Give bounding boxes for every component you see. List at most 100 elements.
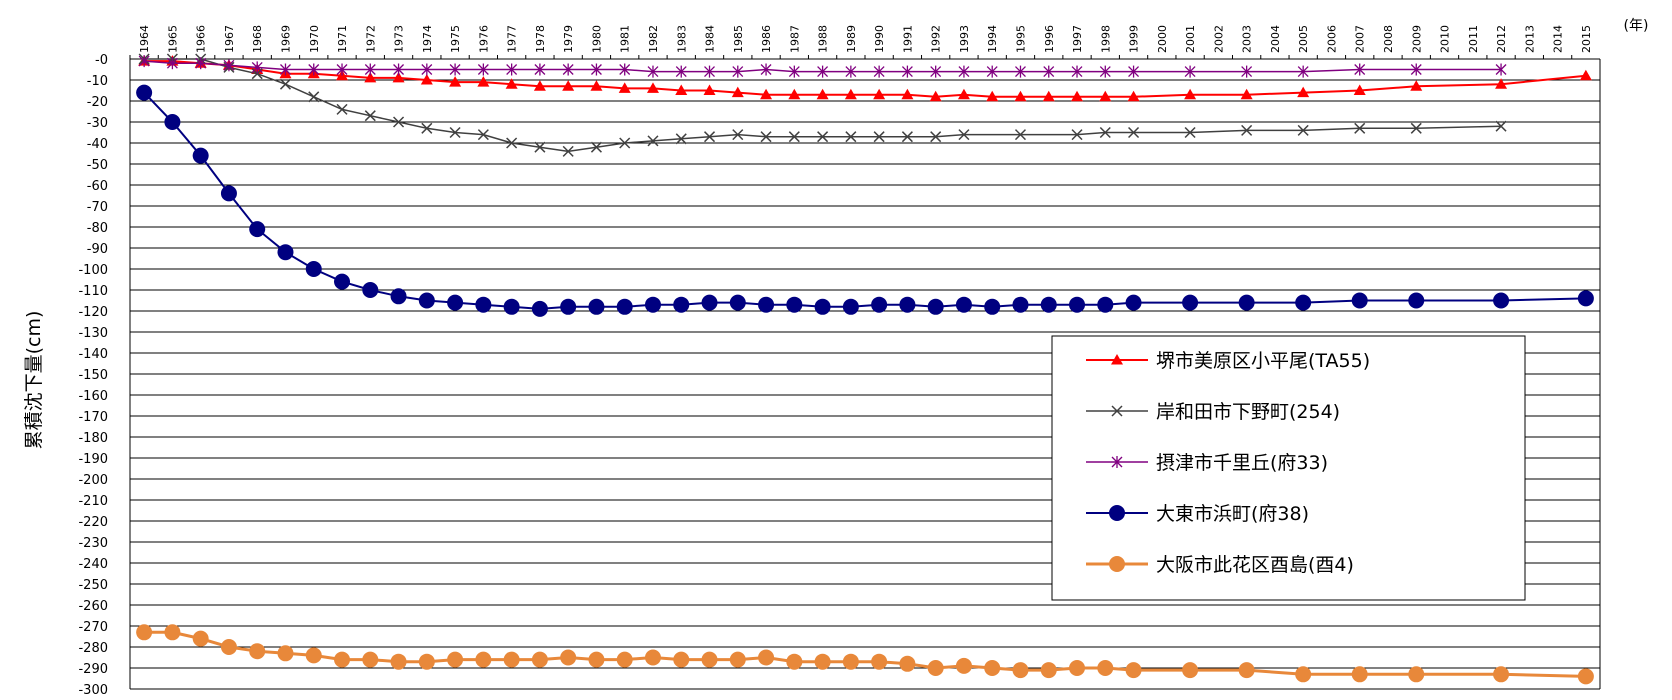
data-point (616, 298, 633, 315)
x-tick-label: 1972 (364, 25, 377, 53)
data-point (955, 296, 972, 313)
data-point (364, 110, 376, 122)
data-point (1241, 124, 1253, 136)
data-point (619, 63, 631, 76)
data-point (1071, 129, 1083, 141)
data-point (675, 65, 687, 78)
data-point (986, 90, 999, 102)
legend-marker (1111, 354, 1123, 365)
data-point (731, 86, 744, 98)
data-point (136, 624, 153, 641)
data-point (930, 65, 942, 78)
data-point (816, 88, 829, 100)
legend-label: 摂津市千里丘(府33) (1156, 452, 1328, 474)
data-point (390, 653, 407, 670)
series-0 (138, 55, 1592, 102)
series-layer (136, 53, 1594, 685)
x-tick-label: 1993 (958, 25, 971, 53)
y-tick-label: -40 (87, 137, 108, 152)
y-tick-label: -80 (87, 221, 108, 236)
data-point (590, 141, 602, 153)
x-tick-label: 1997 (1071, 25, 1084, 53)
data-point (560, 298, 577, 315)
data-point (560, 649, 577, 666)
data-point (1071, 90, 1084, 102)
data-point (1040, 662, 1057, 679)
data-point (845, 65, 857, 78)
series-1 (138, 53, 1507, 157)
data-point (619, 137, 631, 149)
data-point (393, 116, 405, 128)
data-point (1097, 296, 1114, 313)
data-point (1069, 660, 1086, 676)
data-point (506, 137, 518, 149)
x-tick-label: 2001 (1184, 25, 1197, 53)
x-tick-label: 1998 (1099, 25, 1112, 53)
legend-marker (1109, 556, 1125, 572)
data-point (957, 88, 970, 100)
data-point (562, 63, 574, 76)
data-point (1099, 65, 1111, 78)
data-point (618, 82, 631, 93)
data-point (280, 63, 291, 76)
legend-item: 堺市美原区小平尾(TA55) (1086, 350, 1370, 372)
x-tick-label: 1977 (506, 25, 519, 53)
data-point (562, 145, 574, 157)
data-point (873, 88, 886, 100)
x-tick-label: 1990 (873, 25, 886, 53)
x-tick-label: 1999 (1128, 25, 1141, 53)
legend-item: 摂津市千里丘(府33) (1086, 452, 1328, 474)
data-point (1410, 80, 1423, 91)
data-point (1097, 660, 1114, 676)
data-point (899, 296, 916, 313)
data-point (703, 84, 716, 95)
data-point (277, 645, 294, 662)
data-point (1125, 662, 1142, 679)
x-tick-label: 2004 (1269, 25, 1282, 53)
y-tick-label: -210 (78, 494, 108, 509)
data-point (1353, 84, 1366, 95)
data-point (786, 653, 803, 670)
data-point (138, 55, 150, 68)
y-tick-label: -70 (87, 200, 108, 215)
data-point (505, 78, 518, 89)
data-point (249, 643, 266, 660)
data-point (1238, 662, 1255, 679)
data-point (305, 261, 322, 277)
data-point (984, 660, 1001, 676)
x-tick-label: 1965 (166, 25, 179, 53)
data-point (842, 298, 859, 315)
data-point (644, 296, 661, 313)
y-tick-label: -60 (87, 179, 108, 194)
data-point (760, 131, 772, 143)
data-point (390, 288, 407, 305)
data-point (871, 296, 888, 313)
series-3 (136, 84, 1594, 317)
x-tick-label: 2005 (1297, 25, 1310, 53)
x-tick-label: 1966 (195, 25, 208, 53)
series-line (143, 91, 1586, 310)
data-point (958, 65, 970, 78)
legend-marker (1109, 505, 1125, 521)
data-point (675, 133, 687, 145)
x-tick-label: 1987 (788, 25, 801, 53)
x-tick-label: 1979 (562, 25, 575, 53)
x-tick-label: 2015 (1580, 25, 1593, 53)
data-point (277, 244, 294, 261)
data-point (1014, 129, 1027, 141)
data-point (393, 63, 405, 76)
data-point (192, 630, 209, 647)
data-point (418, 653, 435, 670)
data-point (1297, 124, 1309, 136)
data-point (930, 131, 942, 143)
data-point (1040, 296, 1057, 313)
data-point (1099, 126, 1111, 139)
data-point (873, 65, 885, 78)
x-tick-label: 1996 (1043, 25, 1056, 53)
data-point (1012, 296, 1029, 313)
data-point (305, 647, 322, 664)
data-point (899, 655, 916, 672)
data-point (927, 660, 944, 676)
data-point (447, 294, 464, 311)
data-point (195, 57, 207, 70)
